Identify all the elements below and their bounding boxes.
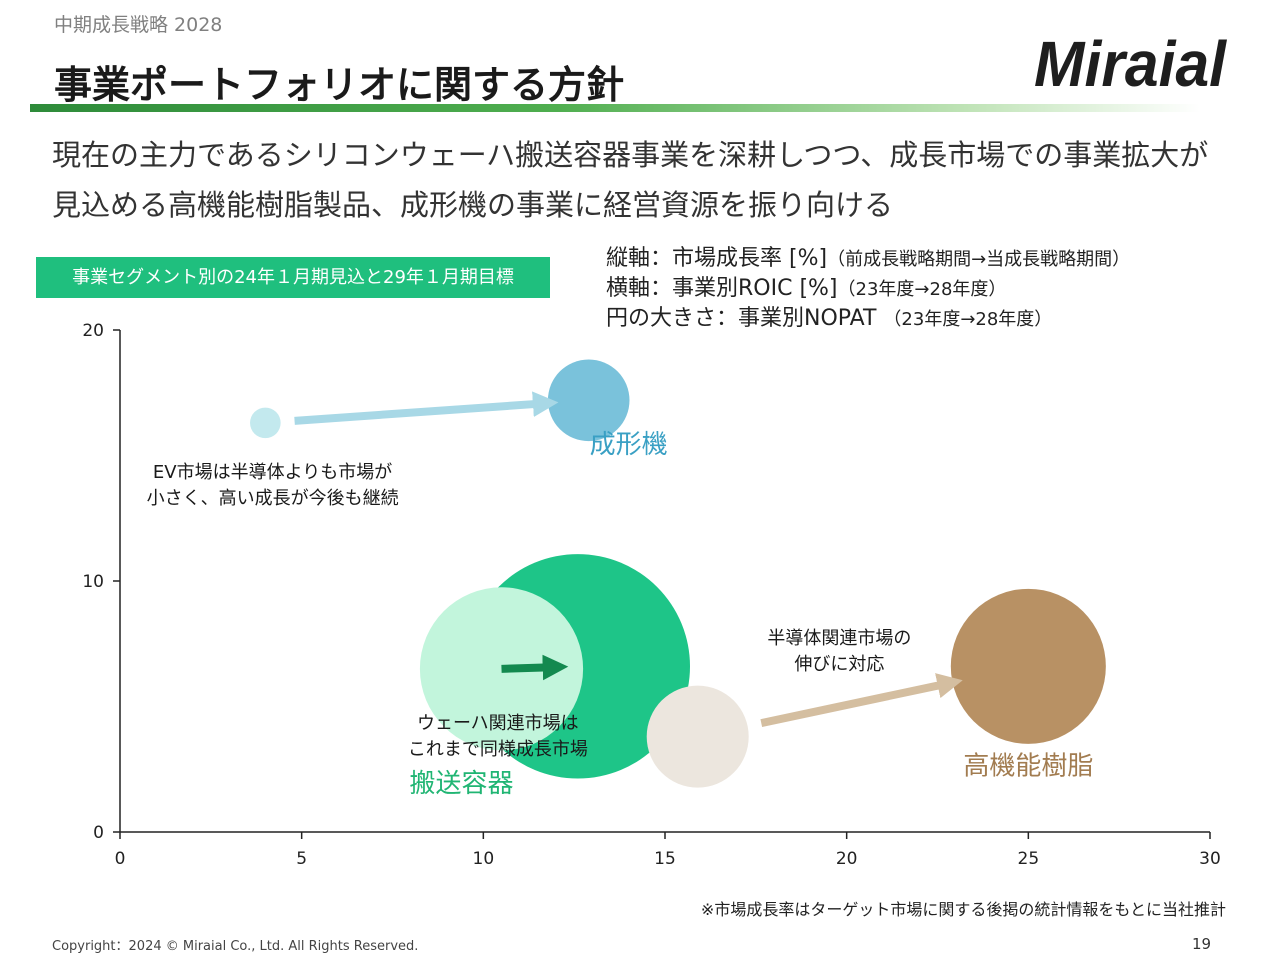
carrier-label: 搬送容器 bbox=[410, 769, 514, 799]
resin-annotation-line: 伸びに対応 bbox=[794, 654, 884, 675]
x-tick-label: 0 bbox=[115, 849, 126, 869]
y-tick-label: 0 bbox=[93, 823, 104, 843]
molding-machine-bubble-current bbox=[250, 407, 281, 439]
x-tick-label: 5 bbox=[296, 849, 307, 869]
lead-line-1: 現在の主力であるシリコンウェーハ搬送容器事業を深耕しつつ、成長市場での事業拡大が bbox=[52, 138, 1209, 172]
resin-annotation-line: 半導体関連市場の bbox=[767, 628, 911, 649]
carrier-annotation-line: ウェーハ関連市場は bbox=[417, 713, 579, 734]
horizontal-axis-note-main: 横軸：事業別ROIC [%] bbox=[606, 276, 838, 301]
bubble-size-note-sub: （23年度→28年度） bbox=[883, 309, 1053, 330]
vertical-axis-note-main: 縦軸：市場成長率 [%] bbox=[606, 246, 828, 271]
lead-line-2: 見込める高機能樹脂製品、成形機の事業に経営資源を振り向ける bbox=[52, 188, 894, 222]
logo-text: Miraial bbox=[1034, 28, 1227, 96]
bubbles-layer bbox=[250, 359, 1106, 788]
page-title: 事業ポートフォリオに関する方針 bbox=[54, 63, 625, 107]
x-tick-label: 10 bbox=[473, 849, 495, 869]
vertical-axis-note: 縦軸：市場成長率 [%]（前成長戦略期間→当成長戦略期間） bbox=[606, 244, 1130, 274]
x-tick-label: 15 bbox=[654, 849, 676, 869]
x-tick-label: 20 bbox=[836, 849, 858, 869]
carrier-annotation-line: これまで同様成長市場 bbox=[408, 739, 588, 760]
bubble-size-note-main: 円の大きさ：事業別NOPAT bbox=[606, 306, 877, 331]
vertical-axis-note-sub: （前成長戦略期間→当成長戦略期間） bbox=[827, 249, 1131, 270]
axes-layer: 0 5 10 15 20 25 30 0 10 20 bbox=[82, 321, 1220, 869]
segment-label: 事業セグメント別の24年１月期見込と29年１月期目標 bbox=[36, 257, 550, 298]
molding-machine-annotation-line: 小さく、高い成長が今後も継続 bbox=[147, 488, 399, 509]
molding-machine-bubble-target bbox=[547, 359, 630, 442]
molding-machine-label: 成形機 bbox=[590, 430, 668, 460]
y-tick-label: 10 bbox=[82, 572, 104, 592]
x-tick-label: 30 bbox=[1199, 849, 1221, 869]
resin-bubble-current bbox=[646, 685, 749, 788]
resin-label: 高機能樹脂 bbox=[963, 751, 1093, 781]
breadcrumb: 中期成長戦略 2028 bbox=[54, 14, 223, 36]
carrier-arrow bbox=[501, 654, 569, 681]
page-number: 19 bbox=[1192, 935, 1212, 953]
molding-machine-annotation-line: EV市場は半導体よりも市場が bbox=[153, 462, 392, 483]
x-tick-label: 25 bbox=[1018, 849, 1040, 869]
copyright: Copyright：2024 © Miraial Co., Ltd. All R… bbox=[52, 939, 419, 954]
title-underline bbox=[30, 104, 1200, 112]
bubble-size-note: 円の大きさ：事業別NOPAT （23年度→28年度） bbox=[606, 304, 1130, 334]
company-logo: Miraial bbox=[1034, 28, 1227, 96]
resin-arrow bbox=[760, 673, 963, 728]
footnote: ※市場成長率はターゲット市場に関する後掲の統計情報をもとに当社推計 bbox=[700, 900, 1226, 919]
horizontal-axis-note-sub: （23年度→28年度） bbox=[837, 279, 1007, 300]
molding-machine-arrow bbox=[294, 391, 559, 425]
y-tick-label: 20 bbox=[82, 321, 104, 341]
resin-bubble-target bbox=[950, 588, 1106, 744]
lead-text: 現在の主力であるシリコンウェーハ搬送容器事業を深耕しつつ、成長市場での事業拡大が… bbox=[52, 130, 1252, 230]
horizontal-axis-note: 横軸：事業別ROIC [%]（23年度→28年度） bbox=[606, 274, 1130, 304]
axis-legend-notes: 縦軸：市場成長率 [%]（前成長戦略期間→当成長戦略期間） 横軸：事業別ROIC… bbox=[606, 244, 1130, 334]
